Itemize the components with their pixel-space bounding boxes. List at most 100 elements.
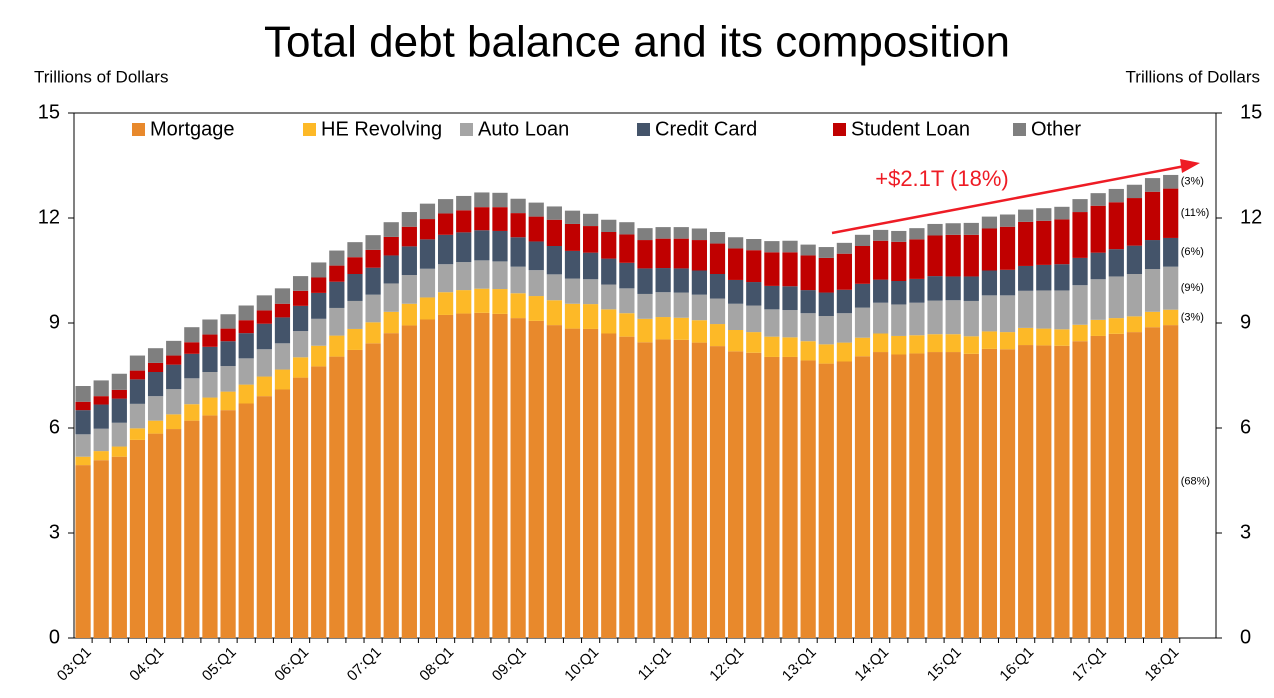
bar-segment (474, 192, 490, 208)
bar-segment (601, 232, 617, 259)
bar-segment (873, 229, 889, 241)
legend-label: Other (1031, 118, 1081, 140)
bar-segment (184, 378, 200, 405)
bar-segment (1126, 332, 1143, 638)
bar-segment (1144, 269, 1161, 312)
bar-segment (510, 237, 526, 267)
bar-segment (655, 227, 671, 239)
bar-segment (1108, 188, 1124, 203)
bar-segment (782, 240, 798, 253)
bar-segment (818, 363, 834, 638)
y2-tick-label: 12 (1240, 206, 1262, 228)
x-tick-label: 17:Q1 (1069, 644, 1110, 685)
bar-segment (1126, 316, 1143, 333)
bar-segment (963, 234, 979, 277)
bar-segment (129, 379, 146, 404)
bar-segment (999, 332, 1016, 350)
bar-segment (873, 302, 889, 334)
bar-segment (981, 216, 998, 229)
bar-segment (1018, 327, 1034, 346)
share-label: (3%) (1181, 311, 1204, 323)
bar-segment (800, 244, 816, 256)
bar-segment (528, 296, 544, 321)
bar-segment (419, 219, 436, 240)
bar-segment (655, 268, 671, 293)
bar-segment (329, 335, 345, 357)
bar-segment (274, 389, 291, 638)
bar-segment (401, 275, 417, 304)
bar-segment (1036, 328, 1052, 346)
bar-segment (220, 341, 236, 367)
legend-label: Mortgage (150, 118, 235, 140)
bar-segment (691, 342, 707, 638)
bar-segment (311, 262, 327, 278)
bar-segment (891, 281, 907, 305)
bar-segment (963, 222, 979, 235)
bar-segment (1072, 199, 1088, 213)
x-tick-label: 14:Q1 (851, 644, 892, 685)
bar-segment (981, 228, 998, 271)
bar-segment (637, 342, 653, 638)
bar-segment (166, 355, 182, 365)
bar-segment (365, 343, 381, 638)
bar-segment (311, 318, 327, 346)
bar-segment (456, 232, 472, 263)
bar-segment (836, 289, 853, 314)
bar-segment (202, 319, 218, 335)
bar-segment (492, 313, 508, 638)
bar-segment (1018, 345, 1034, 638)
bar-segment (818, 257, 834, 293)
bar-segment (764, 336, 780, 357)
bar-segment (564, 328, 581, 638)
bar-segment (528, 202, 544, 217)
bar-segment (129, 439, 146, 638)
bar-segment (129, 403, 146, 429)
x-tick-label: 13:Q1 (779, 644, 820, 685)
bar-segment (1036, 220, 1052, 265)
bar-segment (238, 358, 254, 385)
bar-segment (1054, 329, 1070, 346)
bar-segment (637, 293, 653, 319)
bar-segment (1036, 264, 1052, 291)
bar-segment (311, 366, 327, 638)
bar-segment (456, 195, 472, 211)
bar-segment (800, 313, 816, 342)
bar-segment (1144, 327, 1161, 638)
bar-segment (927, 334, 943, 353)
bar-segment (147, 433, 164, 638)
bar-segment (238, 384, 254, 404)
bar-segment (202, 346, 218, 372)
x-tick-label: 03:Q1 (54, 644, 95, 685)
bar-segment (945, 234, 961, 277)
bar-segment (836, 313, 853, 343)
bar-segment (75, 410, 91, 435)
bar-segment (1126, 245, 1143, 274)
x-tick-label: 16:Q1 (996, 644, 1037, 685)
bar-segment (981, 331, 998, 349)
bar-segment (492, 230, 508, 262)
bar-segment (1163, 309, 1179, 326)
bar-segment (782, 337, 798, 357)
legend-swatch (303, 123, 316, 136)
bar-segment (945, 223, 961, 235)
bar-segment (564, 250, 581, 279)
bar-segment (238, 403, 254, 638)
bar-segment (1144, 240, 1161, 270)
bar-segment (691, 270, 707, 295)
bar-segment (510, 198, 526, 214)
bar-segment (764, 356, 780, 638)
bar-segment (528, 270, 544, 297)
legend-label: Student Loan (851, 118, 970, 140)
y-tick-label: 6 (49, 416, 60, 438)
annotation: +$2.1T (18%) (875, 166, 1009, 191)
bar-segment (220, 366, 236, 392)
legend-label: Auto Loan (478, 118, 569, 140)
bar-segment (546, 246, 562, 275)
share-label: (6%) (1181, 246, 1204, 258)
bar-segment (637, 318, 653, 343)
bar-segment (220, 328, 236, 342)
bar-segment (311, 345, 327, 367)
bar-segment (782, 286, 798, 311)
bar-segment (927, 300, 943, 335)
